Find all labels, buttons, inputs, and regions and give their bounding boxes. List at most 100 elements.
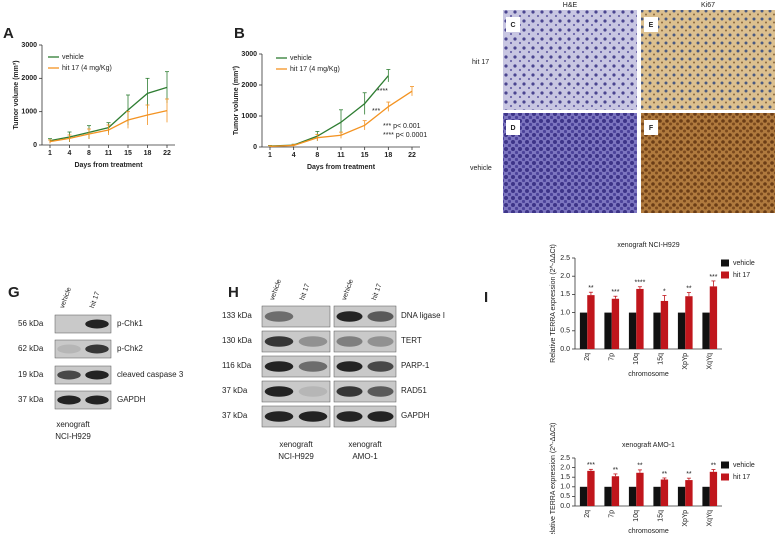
panel-letter-box xyxy=(506,17,520,32)
molecular-weight: 56 kDa xyxy=(18,319,44,328)
molecular-weight: 130 kDa xyxy=(222,336,252,345)
x-tick-label: XpYp xyxy=(682,353,689,370)
micrograph xyxy=(503,113,637,213)
y-tick-label: 0.0 xyxy=(560,503,570,510)
protein-name: DNA ligase I xyxy=(401,311,445,320)
lane-label: hit 17 xyxy=(299,283,311,302)
blot-band xyxy=(85,319,109,329)
significance: *** xyxy=(709,274,717,281)
y-tick-label: 1.0 xyxy=(560,484,570,491)
y-tick-label: 3000 xyxy=(21,42,37,49)
panel-label: A xyxy=(3,25,14,42)
blot-band xyxy=(264,411,294,422)
protein-name: p-Chk1 xyxy=(117,319,143,328)
caption: NCI-H929 xyxy=(55,432,91,441)
legend-label: vehicle xyxy=(290,55,312,62)
y-axis-label: Tumor volume (mm³) xyxy=(233,66,240,135)
bar xyxy=(604,486,612,506)
annotation: *** p< 0.001 xyxy=(383,123,421,130)
annotation: **** xyxy=(377,88,388,95)
bar xyxy=(709,286,718,349)
bar xyxy=(660,479,669,506)
blot-band xyxy=(264,311,294,322)
micrograph xyxy=(641,10,775,110)
y-tick-label: 1000 xyxy=(241,113,257,120)
x-tick-label: 4 xyxy=(292,152,296,159)
blot-band xyxy=(264,336,294,347)
caption: xenograft xyxy=(348,440,382,449)
x-tick-label: 8 xyxy=(315,152,319,159)
x-tick-label: 15q xyxy=(658,353,665,365)
y-tick-label: 0.5 xyxy=(560,493,570,500)
y-tick-label: 1.5 xyxy=(560,291,570,298)
blot-band xyxy=(367,311,394,322)
protein-name: RAD51 xyxy=(401,386,427,395)
bar xyxy=(685,480,693,506)
x-tick-label: 7p xyxy=(609,353,616,361)
y-tick-label: 0 xyxy=(33,142,37,149)
caption: xenograft xyxy=(56,420,90,429)
column-label: Ki67 xyxy=(701,2,715,9)
panel-label: G xyxy=(8,284,20,301)
blot-band xyxy=(264,386,294,397)
y-tick-label: 1.5 xyxy=(560,474,570,481)
x-tick-label: 10q xyxy=(633,510,640,522)
significance: ** xyxy=(588,285,594,292)
blot-band xyxy=(367,336,394,347)
x-tick-label: XqYq xyxy=(707,510,714,527)
series-line xyxy=(269,75,389,147)
panel-label: B xyxy=(234,25,245,42)
legend-label: vehicle xyxy=(62,54,84,61)
y-tick-label: 2000 xyxy=(21,75,37,82)
legend-swatch xyxy=(721,271,729,279)
bar xyxy=(579,486,588,506)
y-axis-label: Tumor volume (mm³) xyxy=(13,60,20,129)
protein-name: cleaved caspase 3 xyxy=(117,370,184,379)
significance: ** xyxy=(686,285,692,292)
blot-band xyxy=(336,336,363,347)
blot-background xyxy=(333,330,397,353)
x-axis-label: Days from treatment xyxy=(74,162,143,169)
panel-letter: E xyxy=(649,22,654,29)
micrograph xyxy=(641,113,775,213)
panel-letter-box xyxy=(506,120,520,135)
x-tick-label: 15q xyxy=(658,510,665,522)
bar xyxy=(604,312,612,349)
bar xyxy=(677,486,686,506)
bar xyxy=(653,312,661,349)
panel-letter-box xyxy=(644,17,658,32)
column-label: H&E xyxy=(563,2,578,9)
micrograph xyxy=(503,10,637,110)
legend-label: vehicle xyxy=(733,462,755,469)
x-tick-label: 2q xyxy=(584,353,591,361)
protein-name: GAPDH xyxy=(401,411,430,420)
row-label: vehicle xyxy=(470,165,492,172)
blot-band xyxy=(57,370,81,380)
y-tick-label: 2.0 xyxy=(560,464,570,471)
blot-band xyxy=(336,311,363,322)
lane-label: vehicle xyxy=(269,278,283,301)
bar xyxy=(611,476,620,506)
bar xyxy=(653,486,661,506)
chart-title: xenograft NCI-H929 xyxy=(617,242,679,249)
significance: ** xyxy=(686,471,692,478)
molecular-weight: 37 kDa xyxy=(222,386,248,395)
protein-name: PARP-1 xyxy=(401,361,430,370)
y-tick-label: 0 xyxy=(253,144,257,151)
molecular-weight: 37 kDa xyxy=(222,411,248,420)
annotation: **** p< 0.0001 xyxy=(383,132,427,139)
bar xyxy=(611,298,620,349)
caption: AMO-1 xyxy=(352,452,378,461)
x-tick-label: 11 xyxy=(105,150,113,157)
blot-band xyxy=(298,386,328,397)
bar xyxy=(677,312,686,349)
lane-label: hit 17 xyxy=(89,291,101,310)
legend-swatch xyxy=(721,473,729,481)
y-tick-label: 2000 xyxy=(241,82,257,89)
lane-label: vehicle xyxy=(341,278,355,301)
blot-band xyxy=(336,386,363,397)
panel-letter: F xyxy=(649,125,654,132)
y-tick-label: 2.5 xyxy=(560,455,570,462)
caption: NCI-H929 xyxy=(278,452,314,461)
bar xyxy=(702,486,710,506)
